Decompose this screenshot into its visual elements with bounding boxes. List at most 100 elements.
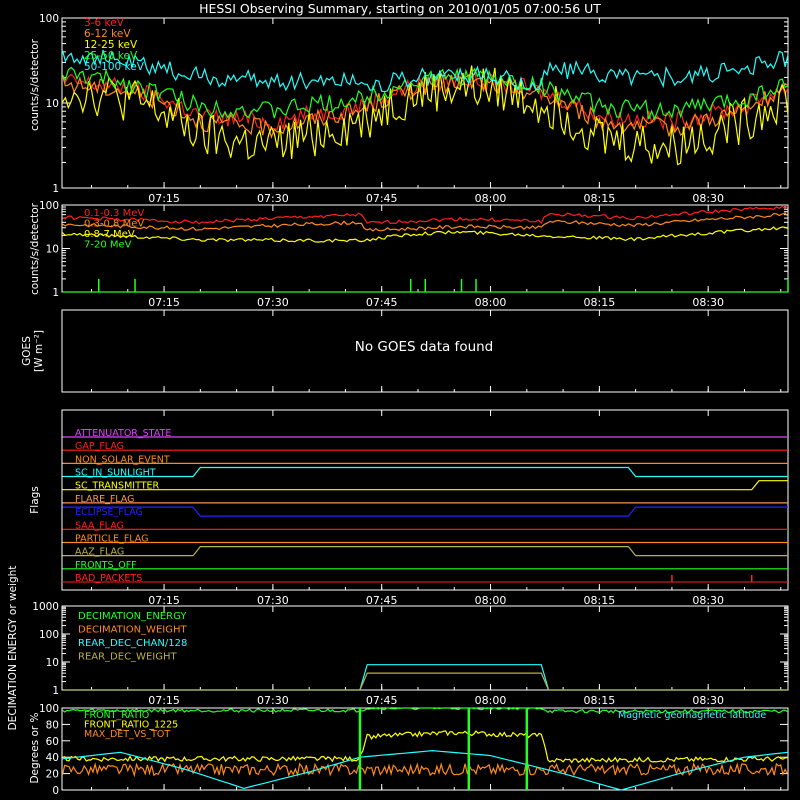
- y-tick-label: 0: [52, 785, 59, 797]
- series-line-rear-dec-weight: [62, 672, 788, 691]
- x-tick-label: 08:30: [692, 594, 724, 607]
- flags-axes-frame: [61, 409, 789, 591]
- flag-label-sc-transmitter: SC_TRANSMITTER: [75, 481, 160, 492]
- y-tick-label: 60: [46, 736, 59, 748]
- series-line-0-3-0-8-mev: [62, 212, 789, 232]
- x-tick-label: 08:30: [692, 296, 724, 309]
- y-tick-label: 1: [52, 287, 59, 299]
- legend-0-3-0-8-mev: 0.3-0.8 MeV: [84, 219, 144, 230]
- series-line-front-ratio: [62, 707, 788, 714]
- y-tick-label: 20: [46, 769, 59, 781]
- y-tick-label: 100: [39, 200, 59, 212]
- legend-3-6-kev: 3-6 keV: [84, 17, 125, 29]
- series-line-12-25-kev: [62, 65, 789, 166]
- goes-axes-frame: [61, 309, 789, 393]
- legend-front-ratio: FRONT_RATIO: [84, 710, 149, 721]
- legend-decimation-weight: DECIMATION_WEIGHT: [78, 625, 187, 636]
- flags-panel: 07:15 07:30 07:45 08:00 08:15 08:30 Flags ATTEN…: [29, 409, 789, 607]
- y-tick-label: 40: [46, 752, 59, 764]
- series-line-50-100-kev: [61, 49, 789, 93]
- y-tick-label: 10: [46, 98, 59, 110]
- legend-6-12-kev: 6-12 keV: [84, 28, 131, 40]
- series-line-0-8-7-mev: [62, 226, 789, 243]
- x-tick-label: 07:30: [257, 296, 289, 309]
- flag-line-aaz-flag: [62, 546, 788, 557]
- series-line-6-12-kev: [61, 74, 789, 139]
- no-goes-message: No GOES data found: [355, 339, 494, 355]
- decimation-axes-frame: [61, 605, 789, 691]
- panels: 07:15 07:30 07:45 08:00 08:15 08:30 counts/s/d…: [7, 13, 789, 797]
- legend-max-det-vs-tot: MAX_DET_VS_TOT: [84, 729, 170, 740]
- flag-label-attenuator-state: ATTENUATOR_STATE: [75, 428, 171, 439]
- legend-12-25-kev: 12-25 keV: [84, 39, 138, 51]
- x-tick-label: 08:15: [584, 296, 616, 309]
- legend-rear-dec-weight: REAR_DEC_WEIGHT: [78, 652, 177, 663]
- legend-0-8-7-mev: 0.8-7 MeV: [84, 229, 135, 240]
- decimation-panel: 07:15 07:30 07:45 08:00 08:15 08:30 DECIMATION…: [7, 566, 789, 731]
- x-tick-label: 08:30: [692, 694, 724, 707]
- x-tick-label: 07:45: [366, 296, 398, 309]
- series-line-0-1-0-3-mev: [62, 205, 789, 225]
- geomagnetic-latitude-label: Magnetic geomagnetic latitude: [618, 710, 766, 721]
- gamma-y-label: counts/s/detector: [29, 202, 41, 295]
- y-tick-label: 100: [39, 13, 59, 25]
- flag-label-saa-flag: SAA_FLAG: [75, 520, 124, 531]
- y-tick-label: 10: [46, 244, 59, 256]
- y-tick-label: 1000: [32, 601, 59, 613]
- flag-label-non-solar-event: NON_SOLAR_EVENT: [75, 454, 170, 465]
- x-tick-label: 07:15: [148, 296, 180, 309]
- y-tick-label: 100: [39, 629, 59, 641]
- x-tick-label: 08:00: [475, 594, 507, 607]
- legend-50-100-kev: 50-100 keV: [84, 61, 145, 73]
- y-tick-label: 100: [39, 703, 59, 715]
- x-tick-label: 07:15: [148, 594, 180, 607]
- x-tick-label: 07:15: [148, 192, 180, 205]
- x-tick-label: 07:45: [366, 694, 398, 707]
- series-line-: [62, 749, 789, 791]
- flag-label-eclipse-flag: ECLIPSE_FLAG: [75, 507, 143, 518]
- x-tick-label: 07:30: [257, 192, 289, 205]
- hxr-y-label: counts/s/detector: [29, 38, 41, 131]
- goes-y-units: [W m⁻²]: [33, 330, 45, 372]
- flag-label-particle-flag: PARTICLE_FLAG: [75, 533, 148, 544]
- legend-25-50-kev: 25-50 keV: [84, 50, 138, 62]
- legend-decimation-energy: DECIMATION_ENERGY: [78, 611, 187, 622]
- gamma-panel: 07:15 07:30 07:45 08:00 08:15 08:30 counts/s/d…: [29, 200, 789, 309]
- series-line-front-ratio-1225: [62, 730, 788, 764]
- x-tick-label: 08:30: [692, 192, 724, 205]
- flag-label-aaz-flag: AAZ_FLAG: [75, 547, 124, 558]
- x-tick-label: 08:00: [475, 192, 507, 205]
- hxr-panel: 07:15 07:30 07:45 08:00 08:15 08:30 counts/s/d…: [29, 13, 789, 205]
- goes-y-label: GOES: [21, 336, 33, 366]
- x-tick-label: 07:30: [257, 694, 289, 707]
- flag-line-sc-in-sunlight: [62, 466, 788, 478]
- series-line-max-det-vs-tot: [61, 761, 788, 778]
- legend-rear-dec-chan-128: REAR_DEC_CHAN/128: [78, 638, 187, 649]
- flag-label-gap-flag: GAP_FLAG: [75, 441, 124, 452]
- x-tick-label: 07:45: [366, 192, 398, 205]
- flags-y-label: Flags: [29, 486, 41, 514]
- flag-label-flare-flag: FLARE_FLAG: [75, 494, 135, 505]
- decimation-y-label: DECIMATION ENERGY or weight: [7, 566, 19, 731]
- legend-front-ratio-1225: FRONT_RATIO_1225: [84, 720, 178, 731]
- plot-title: HESSI Observing Summary, starting on 201…: [199, 1, 601, 16]
- x-tick-label: 08:15: [584, 192, 616, 205]
- flag-line-sc-transmitter: [62, 480, 788, 491]
- x-tick-label: 08:15: [584, 694, 616, 707]
- x-tick-label: 08:00: [475, 694, 507, 707]
- goes-panel: GOES [W m⁻²] No GOES data found: [21, 309, 789, 393]
- y-tick-label: 1: [52, 685, 59, 697]
- x-tick-label: 08:15: [584, 594, 616, 607]
- ratios-y-label: Degrees or %: [29, 712, 41, 783]
- flag-label-sc-in-sunlight: SC_IN_SUNLIGHT: [75, 468, 156, 479]
- flag-label-fronts-off: FRONTS_OFF: [75, 560, 137, 571]
- flag-label-bad-packets: BAD_PACKETS: [75, 573, 142, 584]
- y-tick-label: 1: [52, 183, 59, 195]
- x-tick-label: 07:30: [257, 594, 289, 607]
- x-tick-label: 08:00: [475, 296, 507, 309]
- y-tick-label: 80: [46, 719, 59, 731]
- legend-0-1-0-3-mev: 0.1-0.3 MeV: [84, 208, 144, 219]
- x-tick-label: 07:45: [366, 594, 398, 607]
- y-tick-label: 10: [46, 657, 59, 669]
